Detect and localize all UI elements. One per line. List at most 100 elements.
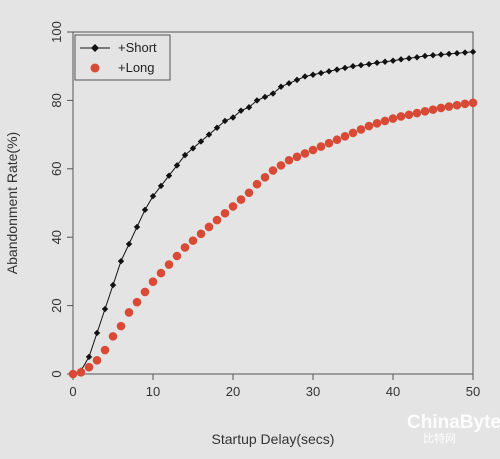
data-point (348, 128, 358, 138)
data-point (165, 172, 173, 179)
y-tick-label: 0 (49, 370, 64, 377)
x-tick-label: 40 (386, 384, 400, 399)
data-point (93, 329, 101, 337)
x-tick-label: 50 (466, 384, 480, 399)
data-point (172, 251, 182, 261)
data-point (469, 48, 477, 56)
data-point (213, 124, 221, 131)
data-point (437, 51, 445, 58)
data-point (244, 188, 254, 198)
data-point (164, 260, 174, 269)
data-point (405, 55, 413, 62)
data-point (188, 236, 198, 245)
data-point (444, 102, 454, 111)
data-point (413, 54, 421, 61)
data-point (212, 215, 222, 225)
data-point (420, 107, 430, 116)
data-point (373, 59, 381, 66)
data-point (181, 151, 189, 159)
data-point (397, 56, 405, 63)
x-tick-label: 0 (69, 384, 76, 399)
axis-ticks: 0 10 20 30 40 50 0 20 40 60 80 100 (49, 21, 480, 399)
data-point (380, 116, 390, 126)
data-point (253, 97, 261, 104)
legend-long-label: +Long (118, 60, 155, 75)
y-tick-label: 60 (49, 162, 64, 176)
data-point (309, 71, 317, 78)
data-point (220, 208, 230, 218)
data-point (460, 99, 470, 109)
legend-long-marker (90, 63, 100, 73)
data-point (284, 155, 294, 165)
data-point (156, 268, 166, 278)
data-point (116, 321, 126, 331)
data-point (196, 229, 206, 239)
data-point (300, 149, 310, 158)
data-point (396, 112, 406, 121)
data-point (108, 332, 118, 341)
series-short (69, 48, 477, 378)
data-point (133, 223, 141, 231)
data-point (316, 142, 326, 151)
data-point (372, 119, 382, 128)
data-point (132, 297, 142, 307)
series-long (68, 98, 478, 379)
data-point (365, 60, 373, 68)
data-point (68, 369, 78, 379)
data-point (228, 202, 238, 211)
data-point (84, 362, 94, 372)
data-point (141, 206, 149, 214)
data-point (236, 195, 246, 204)
data-point (428, 105, 438, 114)
data-point (333, 66, 341, 73)
data-point (325, 68, 333, 75)
data-point (85, 353, 93, 361)
data-point (349, 63, 357, 70)
watermark-subtext: 比特网 (423, 431, 456, 445)
data-point (364, 121, 374, 131)
data-point (180, 243, 190, 252)
data-point (404, 110, 414, 120)
data-point (189, 145, 197, 152)
y-tick-label: 40 (49, 230, 64, 244)
data-point (461, 49, 469, 56)
data-point (76, 367, 86, 377)
watermark: ChinaByte 比特网 (407, 412, 500, 445)
data-point (149, 192, 157, 200)
data-point (140, 287, 150, 297)
data-point (317, 69, 325, 77)
data-point (301, 73, 309, 80)
data-point (356, 125, 366, 134)
data-point (157, 182, 165, 190)
data-point (429, 52, 437, 59)
data-point (245, 104, 253, 111)
data-point (468, 98, 478, 108)
data-point (268, 166, 278, 175)
data-point (452, 100, 462, 110)
x-tick-label: 10 (146, 384, 160, 399)
data-point (148, 277, 158, 286)
data-point (269, 90, 277, 97)
data-point (445, 50, 453, 58)
legend-short-marker (91, 44, 99, 52)
data-point (308, 145, 318, 155)
data-point (389, 57, 397, 64)
data-point (260, 173, 270, 182)
data-point (412, 108, 422, 118)
data-point (324, 138, 334, 148)
data-point (205, 131, 213, 138)
data-point (332, 135, 342, 145)
data-point (277, 83, 285, 90)
data-point (124, 308, 134, 317)
data-point (357, 61, 365, 69)
data-point (117, 257, 125, 265)
data-point (285, 80, 293, 87)
series-layer (68, 48, 478, 379)
data-point (453, 50, 461, 57)
x-tick-label: 30 (306, 384, 320, 399)
legend-short-label: +Short (118, 40, 157, 55)
data-point (92, 356, 102, 365)
data-point (237, 107, 245, 114)
y-axis-label: Abandonment Rate(%) (4, 132, 20, 274)
y-tick-label: 100 (49, 21, 64, 43)
